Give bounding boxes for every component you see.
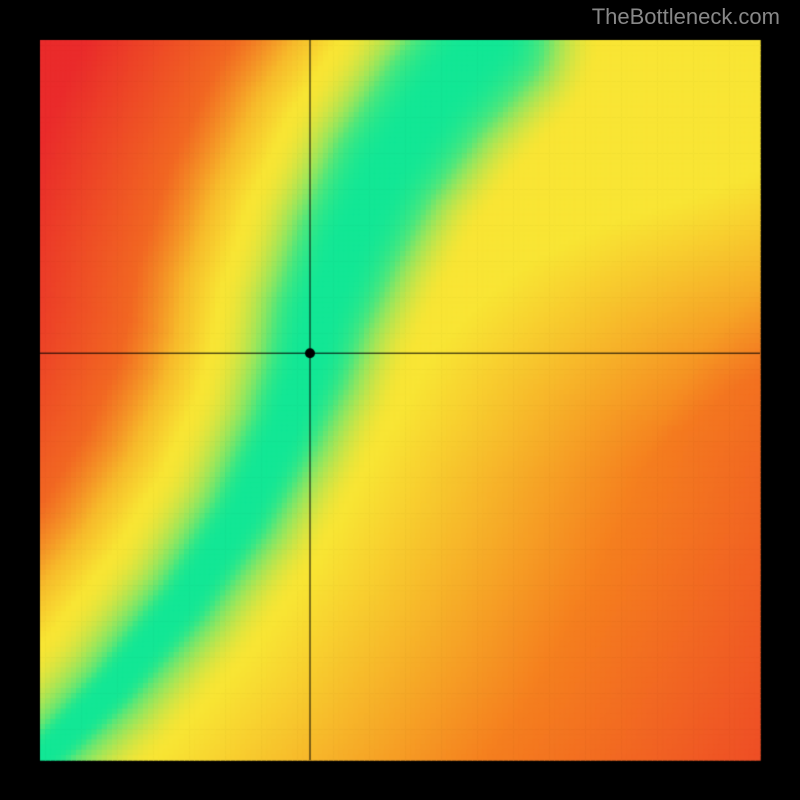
heatmap-canvas	[0, 0, 800, 800]
chart-container: TheBottleneck.com	[0, 0, 800, 800]
watermark-text: TheBottleneck.com	[592, 4, 780, 30]
